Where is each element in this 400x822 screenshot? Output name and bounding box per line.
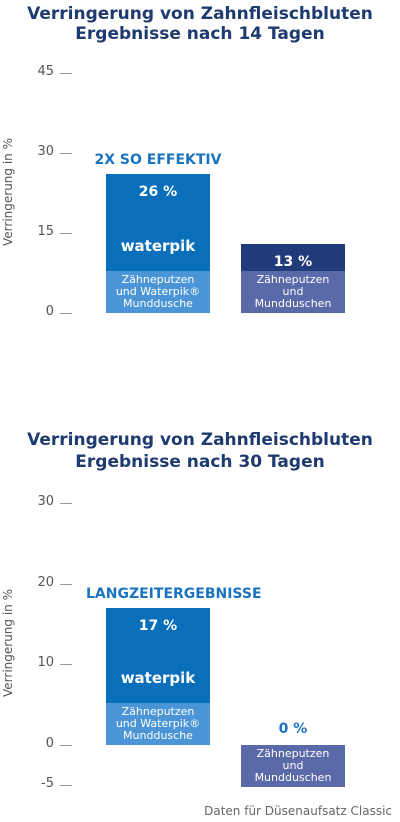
y-tick-label: 0 bbox=[45, 735, 54, 751]
tick-mark bbox=[60, 73, 72, 74]
tick-mark bbox=[60, 503, 72, 504]
y-tick-label: 0 bbox=[45, 304, 54, 319]
data-label: 13 % bbox=[273, 253, 313, 270]
y-tick-label: 30 bbox=[37, 494, 54, 509]
y-tick-label: 15 bbox=[37, 224, 54, 239]
tick-mark bbox=[60, 785, 72, 786]
annotation: LANGZEITERGEBNISSE bbox=[86, 585, 262, 602]
annotation: 2X SO EFFEKTIV bbox=[94, 152, 222, 169]
data-label: 17 % bbox=[138, 617, 178, 634]
tick-mark bbox=[60, 233, 72, 234]
data-label: 0 % bbox=[278, 720, 308, 737]
bar-caption: Zähneputzen und Waterpik® Mundduschе bbox=[106, 702, 210, 745]
footer: Daten für Düsenaufsatz Classic bbox=[204, 804, 392, 818]
bar-caption: Zähneputzen und Waterpik® Mundduschе bbox=[106, 271, 210, 313]
logo: waterpik bbox=[120, 669, 196, 688]
y-tick-label: -5 bbox=[41, 776, 54, 791]
y-tick-label: 10 bbox=[37, 655, 54, 671]
y-axis-label: Verringerung in % bbox=[1, 589, 15, 697]
tick-mark bbox=[60, 313, 72, 314]
chart-subtitle: Ergebnisse nach 30 Tagen bbox=[75, 452, 325, 472]
y-tick-label: 45 bbox=[37, 64, 54, 79]
y-tick-label: 30 bbox=[37, 144, 54, 159]
tick-mark bbox=[60, 583, 72, 585]
data-label: 26 % bbox=[138, 184, 178, 201]
tick-mark bbox=[60, 744, 72, 746]
y-tick-label: 20 bbox=[37, 574, 54, 590]
chart-title: Verringerung von Zahnfleischbluten bbox=[27, 430, 373, 450]
bar-caption: Zähneputzen und Mundduschen bbox=[241, 271, 345, 313]
tick-mark bbox=[60, 664, 72, 666]
chart-subtitle: Ergebnisse nach 14 Tagen bbox=[75, 24, 325, 44]
logo: waterpik bbox=[120, 236, 196, 255]
bar-caption: Zähneputzen und Mundduschen bbox=[241, 744, 345, 787]
y-axis-label: Verringerung in % bbox=[1, 138, 15, 246]
tick-mark bbox=[60, 153, 72, 154]
chart-title: Verringerung von Zahnfleischbluten bbox=[27, 4, 373, 24]
